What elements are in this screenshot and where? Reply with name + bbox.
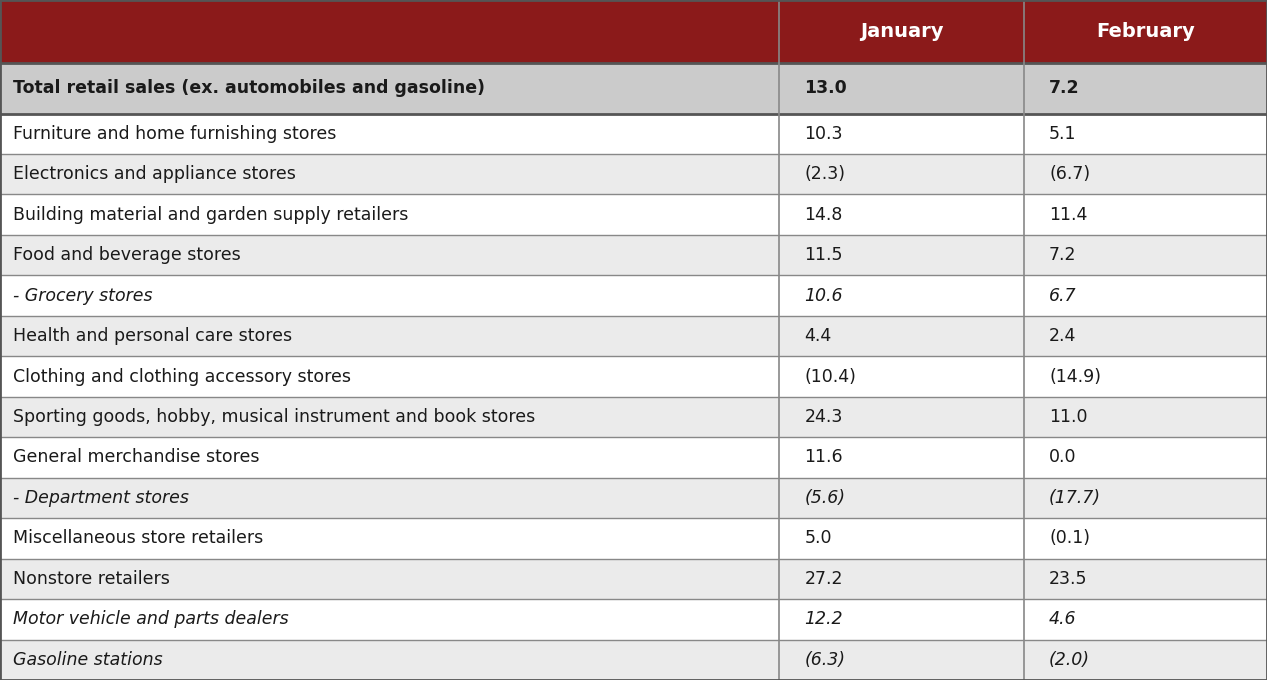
- Text: (0.1): (0.1): [1049, 530, 1090, 547]
- Text: 5.0: 5.0: [805, 530, 832, 547]
- Text: Motor vehicle and parts dealers: Motor vehicle and parts dealers: [13, 611, 289, 628]
- Text: January: January: [860, 22, 943, 41]
- Bar: [0, 194, 1267, 235]
- Text: 23.5: 23.5: [1049, 570, 1087, 588]
- Text: - Department stores: - Department stores: [13, 489, 189, 507]
- Text: (17.7): (17.7): [1049, 489, 1101, 507]
- Bar: [0, 0, 1267, 63]
- Text: 4.6: 4.6: [1049, 611, 1077, 628]
- Text: Total retail sales (ex. automobiles and gasoline): Total retail sales (ex. automobiles and …: [13, 79, 485, 97]
- Bar: [0, 235, 1267, 275]
- Text: 11.0: 11.0: [1049, 408, 1087, 426]
- Text: Gasoline stations: Gasoline stations: [13, 651, 162, 668]
- Text: (5.6): (5.6): [805, 489, 845, 507]
- Bar: [0, 356, 1267, 396]
- Bar: [0, 518, 1267, 559]
- Text: 6.7: 6.7: [1049, 287, 1077, 305]
- Bar: [0, 396, 1267, 437]
- Text: 2.4: 2.4: [1049, 327, 1077, 345]
- Text: 24.3: 24.3: [805, 408, 843, 426]
- Text: 7.2: 7.2: [1049, 246, 1077, 264]
- Text: 10.3: 10.3: [805, 125, 843, 143]
- Bar: [0, 154, 1267, 194]
- Text: 27.2: 27.2: [805, 570, 843, 588]
- Text: 11.6: 11.6: [805, 449, 843, 466]
- Bar: [0, 639, 1267, 680]
- Bar: [0, 316, 1267, 356]
- Text: Health and personal care stores: Health and personal care stores: [13, 327, 291, 345]
- Text: 11.5: 11.5: [805, 246, 843, 264]
- Text: February: February: [1096, 22, 1195, 41]
- Text: 4.4: 4.4: [805, 327, 832, 345]
- Bar: [0, 559, 1267, 599]
- Text: 0.0: 0.0: [1049, 449, 1077, 466]
- Text: (10.4): (10.4): [805, 368, 856, 386]
- Text: General merchandise stores: General merchandise stores: [13, 449, 260, 466]
- Text: Electronics and appliance stores: Electronics and appliance stores: [13, 165, 295, 183]
- Text: (2.3): (2.3): [805, 165, 845, 183]
- Bar: [0, 477, 1267, 518]
- Text: Food and beverage stores: Food and beverage stores: [13, 246, 241, 264]
- Bar: [0, 63, 1267, 114]
- Text: 12.2: 12.2: [805, 611, 843, 628]
- Text: 5.1: 5.1: [1049, 125, 1077, 143]
- Text: (14.9): (14.9): [1049, 368, 1101, 386]
- Bar: [0, 114, 1267, 154]
- Bar: [0, 599, 1267, 639]
- Text: Furniture and home furnishing stores: Furniture and home furnishing stores: [13, 125, 336, 143]
- Bar: [0, 437, 1267, 477]
- Text: Miscellaneous store retailers: Miscellaneous store retailers: [13, 530, 264, 547]
- Text: Clothing and clothing accessory stores: Clothing and clothing accessory stores: [13, 368, 351, 386]
- Text: 10.6: 10.6: [805, 287, 843, 305]
- Bar: [0, 275, 1267, 316]
- Text: Sporting goods, hobby, musical instrument and book stores: Sporting goods, hobby, musical instrumen…: [13, 408, 535, 426]
- Text: (6.7): (6.7): [1049, 165, 1090, 183]
- Text: (6.3): (6.3): [805, 651, 845, 668]
- Text: (2.0): (2.0): [1049, 651, 1090, 668]
- Text: Nonstore retailers: Nonstore retailers: [13, 570, 170, 588]
- Text: Building material and garden supply retailers: Building material and garden supply reta…: [13, 206, 408, 224]
- Text: 7.2: 7.2: [1049, 79, 1079, 97]
- Text: 14.8: 14.8: [805, 206, 843, 224]
- Text: 11.4: 11.4: [1049, 206, 1087, 224]
- Text: 13.0: 13.0: [805, 79, 848, 97]
- Text: - Grocery stores: - Grocery stores: [13, 287, 152, 305]
